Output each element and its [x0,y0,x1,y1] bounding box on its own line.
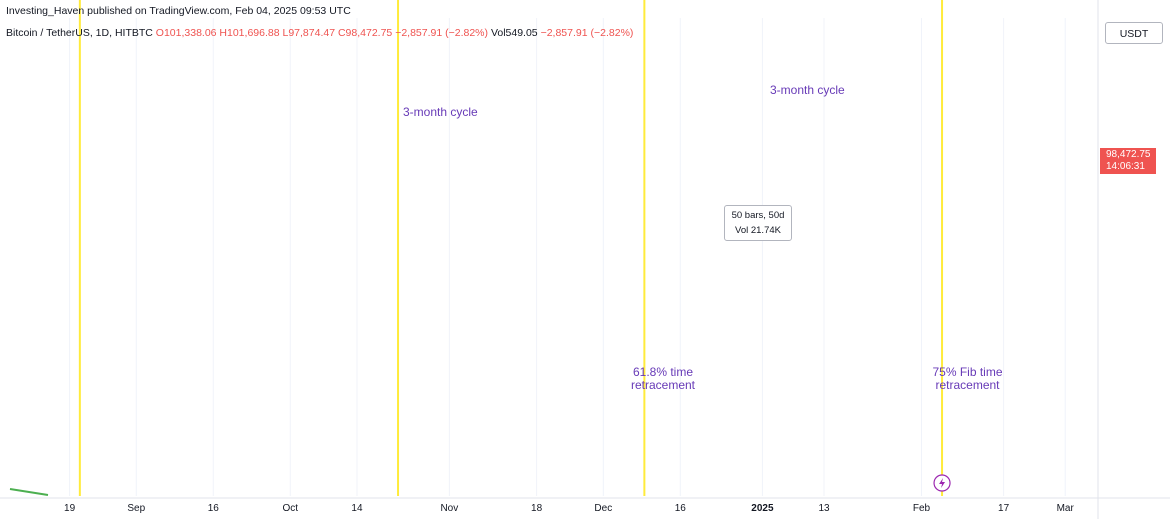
trendline-fragment [9,488,49,496]
x-tick-label: 14 [351,503,363,514]
volume-change: −2,857.91 (−2.82%) [540,27,634,39]
x-tick-label: 13 [818,503,830,514]
volume-label: Vol549.05 [490,27,538,39]
time-axis: 19 Sep 16 Oct 14 Nov 18 Dec 16 2025 13 Feb 17 Mar [0,497,1170,514]
x-tick-label: 16 [675,503,687,514]
x-tick-label: 17 [998,503,1010,514]
x-tick-label: Mar [1057,503,1075,514]
measure-volume: Vol 21.74K [735,225,781,236]
x-tick-label: 16 [208,503,220,514]
fib-time-lines [78,0,944,496]
cycle-label-1: 3-month cycle [403,105,478,119]
x-tick-label: Dec [594,503,612,514]
measure-bars: 50 bars, 50d [731,210,785,221]
ohlc-open: O101,338.06 [155,27,217,39]
symbol-name[interactable]: Bitcoin / TetherUS, 1D, HITBTC [6,27,153,39]
ohlc-close: C98,472.75 [337,27,393,39]
annotation-shapes [933,474,951,492]
x-tick-label: 2025 [751,503,774,514]
publish-info: Investing_Haven published on TradingView… [6,5,351,17]
symbol-legend: Bitcoin / TetherUS, 1D, HITBTC O101,338.… [6,27,633,39]
ohlc-change: −2,857.91 (−2.82%) [395,27,489,39]
price-axis: 52,600.0055,200.0058,000.0061,000.0064,0… [1097,0,1099,519]
last-price: 98,472.75 [1106,149,1151,160]
x-tick-label: 19 [64,503,76,514]
x-tick-label: 18 [531,503,543,514]
x-tick-label: Sep [127,503,145,514]
x-tick-label: Feb [913,503,931,514]
ohlc-high: H101,696.88 [219,27,280,39]
x-tick-label: Nov [440,503,458,514]
last-price-tag: 98,472.75 14:06:31 [1100,148,1156,174]
trendlines [9,488,49,496]
grid [69,18,1066,496]
fib-label-75: 75% Fib time retracement [932,365,1003,392]
ohlc-low: L97,874.47 [282,27,336,39]
currency-selector[interactable]: USDT [1105,22,1163,44]
measure-tooltip: 50 bars, 50d Vol 21.74K [724,205,792,241]
cycle-label-2: 3-month cycle [770,83,845,97]
bar-countdown: 14:06:31 [1106,161,1145,172]
x-tick-label: Oct [282,503,298,514]
lightning-glyph [939,478,946,488]
fib-label-618: 61.8% time retracement [630,365,696,392]
